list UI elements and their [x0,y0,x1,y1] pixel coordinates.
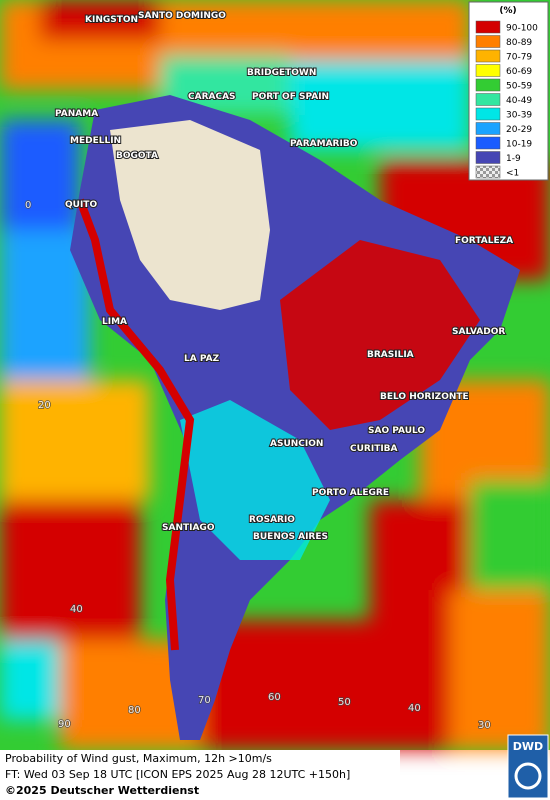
city-label: CURITIBA [350,444,398,454]
legend-label: 60-69 [506,67,532,77]
legend-label: 50-59 [506,82,532,92]
city-label: PANAMA [55,109,98,119]
city-label: MEDELLIN [70,136,121,146]
grid-label: 70 [198,695,211,706]
low-probability-area [110,120,270,310]
city-label: PORTO ALEGRE [312,488,389,498]
city-label: SALVADOR [452,327,505,337]
city-label: ROSARIO [249,515,295,525]
legend-label: <1 [506,169,519,179]
city-label: FORTALEZA [455,236,513,246]
city-label: KINGSTON [85,15,138,25]
footer-copyright: ©2025 Deutscher Wetterdienst [5,784,199,797]
legend-label: 20-29 [506,125,532,135]
city-label: SAO PAULO [368,426,425,436]
legend-swatch [475,107,501,121]
legend-swatch [475,20,501,34]
grid-label: 50 [338,697,351,708]
city-label: CARACAS [188,92,236,102]
city-label: BRASILIA [367,350,414,360]
field [0,0,550,750]
legend-swatch [475,151,501,164]
grid-label: 80 [128,705,141,716]
footer-product: Probability of Wind gust, Maximum, 12h >… [5,752,272,765]
legend-title: (%) [499,6,516,16]
grid-label: 90 [58,719,71,730]
city-labels: KINGSTON SANTO DOMINGO BRIDGETOWN CARACAS PO… [54,10,514,543]
city-label: PORT OF SPAIN [252,92,329,102]
legend-swatch [475,165,501,179]
legend-label: 30-39 [506,111,532,121]
mid-probability-area [180,400,330,560]
logo-text: DWD [513,740,543,753]
grid-label: 20 [38,400,51,411]
grid-label: 30 [478,720,491,731]
legend-label: 90-100 [506,24,538,34]
grid-label: 40 [70,604,83,615]
legend-swatch [475,78,501,92]
legend-swatch [475,93,501,106]
city-label: BELO HORIZONTE [380,392,469,402]
city-label: LIMA [102,317,127,327]
footer: Probability of Wind gust, Maximum, 12h >… [0,734,549,800]
legend-label: 1-9 [506,154,521,164]
city-label: QUITO [65,200,97,210]
city-label: BOGOTA [116,151,158,161]
grid-label: 0 [25,200,31,211]
city-label: PARAMARIBO [290,139,358,149]
legend-label: 40-49 [506,96,532,106]
legend: (%) 90-100 80-89 70-79 60-69 50-59 40-49 30-39… [468,1,549,181]
legend-label: 10-19 [506,140,532,150]
legend-swatch [475,35,501,48]
grid-label: 60 [268,692,281,703]
grid-label: 40 [408,703,421,714]
legend-swatch [475,64,501,77]
legend-swatch [475,136,501,150]
legend-label: 80-89 [506,38,532,48]
andes-ridge [76,198,195,651]
city-label: LA PAZ [184,354,220,364]
footer-forecast-time: FT: Wed 03 Sep 18 UTC [ICON EPS 2025 Aug… [5,768,350,781]
city-label: SANTIAGO [162,523,215,533]
grid-labels: 0 20 40 90 80 70 60 50 40 30 [24,199,491,732]
high-probability-area [280,240,480,430]
logo-icon [514,762,542,790]
city-label: BUENOS AIRES [253,532,328,542]
legend-swatch [475,122,501,135]
legend-label: 70-79 [506,53,532,63]
city-label: ASUNCION [270,439,323,449]
city-label: BRIDGETOWN [247,68,316,78]
legend-swatch [475,49,501,63]
city-label: SANTO DOMINGO [138,11,226,21]
